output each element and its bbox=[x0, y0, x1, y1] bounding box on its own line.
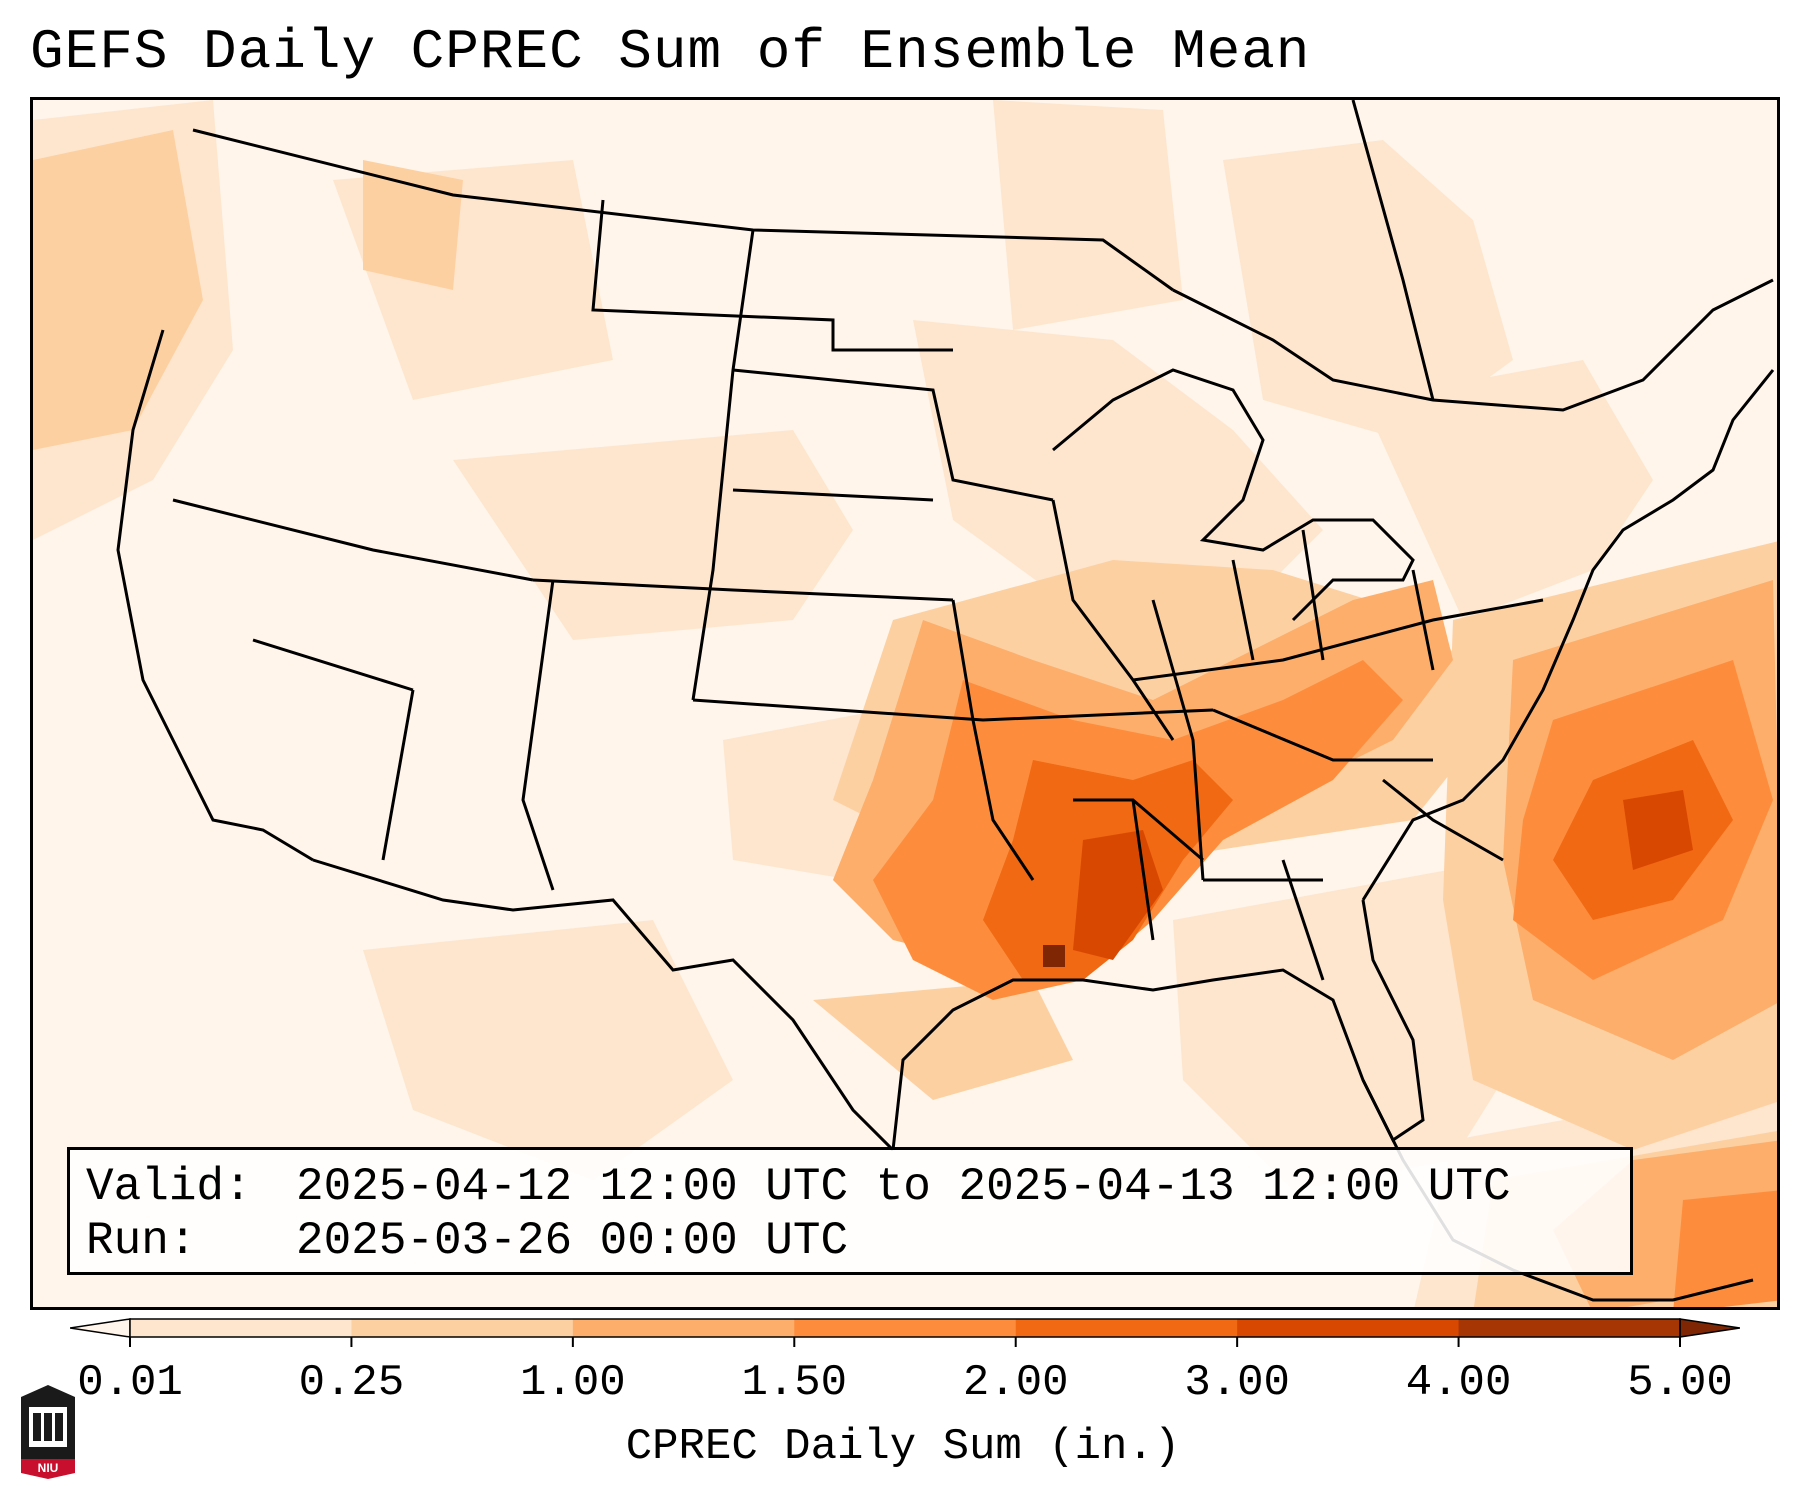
colorbar bbox=[70, 1318, 1740, 1347]
map-title: GEFS Daily CPREC Sum of Ensemble Mean bbox=[30, 20, 1311, 84]
colorbar-label: CPREC Daily Sum (in.) bbox=[625, 1422, 1181, 1472]
colorbar-tick-label: 1.00 bbox=[520, 1358, 626, 1408]
valid-value: 2025-04-12 12:00 UTC to 2025-04-13 12:00… bbox=[296, 1161, 1511, 1213]
colorbar-segment bbox=[1458, 1319, 1681, 1337]
colorbar-tick-label: 4.00 bbox=[1405, 1358, 1512, 1408]
colorbar-tick-label: 1.50 bbox=[741, 1358, 848, 1408]
colorbar-extend-under bbox=[70, 1318, 131, 1338]
colorbar-segment bbox=[130, 1319, 352, 1337]
colorbar-extend-over bbox=[1679, 1318, 1740, 1338]
pacific-coastline bbox=[116, 329, 314, 862]
colorbar-tick-label: 0.01 bbox=[77, 1358, 183, 1408]
run-label: Run: bbox=[86, 1215, 197, 1267]
colorbar-segment bbox=[1237, 1319, 1460, 1337]
precip-field-svg bbox=[33, 100, 1777, 1307]
run-value: 2025-03-26 00:00 UTC bbox=[296, 1215, 849, 1267]
colorbar-outline bbox=[129, 1318, 1681, 1338]
great-lakes-shore bbox=[1052, 368, 1415, 622]
logo-text: NIU bbox=[38, 1461, 59, 1475]
colorbar-tick-label: 2.00 bbox=[962, 1358, 1069, 1408]
atlantic-coastline bbox=[1361, 369, 1775, 901]
colorbar-segment bbox=[1015, 1319, 1238, 1337]
colorbar-tick-label: 5.00 bbox=[1627, 1358, 1733, 1408]
niu-building-logo: NIU bbox=[21, 1385, 75, 1479]
colorbar-segment bbox=[351, 1319, 574, 1337]
precip-map bbox=[30, 97, 1780, 1310]
colorbar-segment bbox=[794, 1319, 1017, 1337]
colorbar-tick-label: 3.00 bbox=[1184, 1358, 1290, 1408]
colorbar-segment bbox=[572, 1319, 795, 1337]
gulf-coastline bbox=[891, 899, 1425, 1151]
valid-run-info-box: Valid: 2025-04-12 12:00 UTC to 2025-04-13… bbox=[67, 1147, 1633, 1275]
colorbar-tick-label: 0.25 bbox=[298, 1358, 405, 1408]
boundaries bbox=[116, 100, 1775, 1302]
precip-peak-cell bbox=[1043, 945, 1065, 967]
mexico-border bbox=[312, 858, 895, 1152]
valid-label: Valid: bbox=[86, 1161, 252, 1213]
